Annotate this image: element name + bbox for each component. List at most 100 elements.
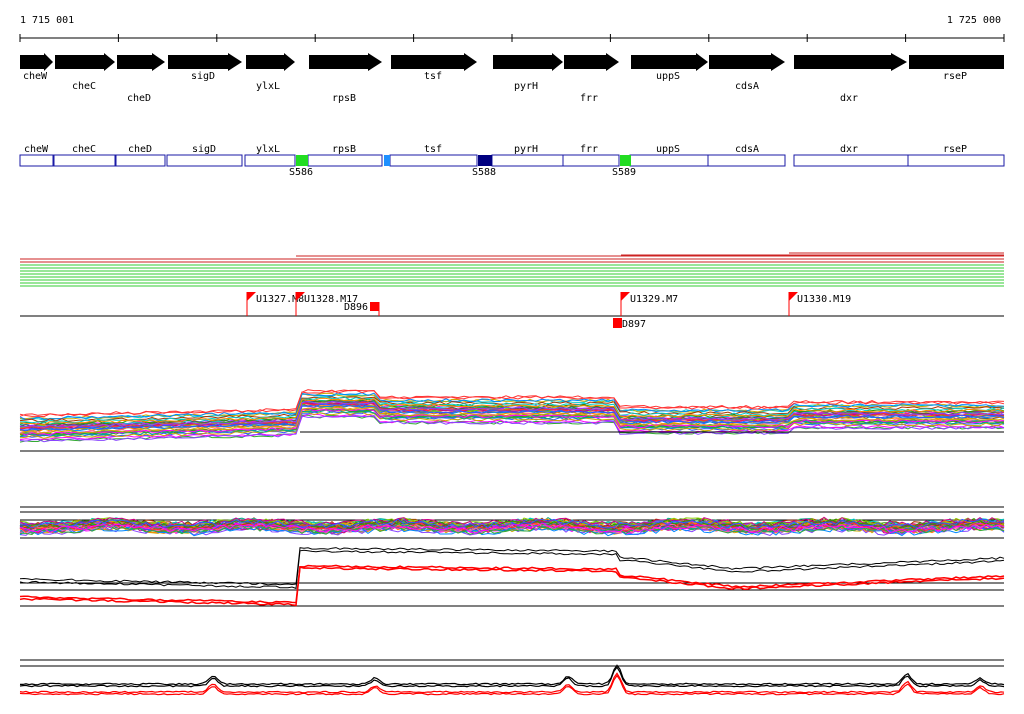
gene-arrow-upps[interactable] xyxy=(631,53,708,71)
gene-label-tsf: tsf xyxy=(424,71,442,82)
gene-box-label-dxr: dxr xyxy=(840,144,858,155)
gene-arrow-rsep[interactable] xyxy=(909,55,1004,69)
gene-label-dxr: dxr xyxy=(840,93,858,104)
gene-box-frr[interactable] xyxy=(562,154,620,167)
overview-lines-track xyxy=(20,252,1004,287)
expression-line xyxy=(19,396,1005,423)
gene-arrow-pyrh[interactable] xyxy=(493,53,563,71)
feature-label-d897: D897 xyxy=(622,319,646,330)
segment-label-s589: S589 xyxy=(612,167,636,178)
expression-line xyxy=(19,406,1005,435)
gene-label-cdsa: cdsA xyxy=(735,81,759,92)
gene-box-rsep[interactable] xyxy=(907,154,1005,167)
gene-box-track: cheW cheC cheD sigD ylxL rpsB tsf pyrH f… xyxy=(19,144,1005,178)
gene-arrow-sigd[interactable] xyxy=(168,53,242,71)
gene-box-ched[interactable] xyxy=(115,154,166,167)
segment-box-s586[interactable] xyxy=(296,155,308,166)
coordinate-ruler: 1 715 001 1 725 000 xyxy=(19,15,1005,42)
gene-box-dxr[interactable] xyxy=(793,154,909,167)
segment-box-s588[interactable] xyxy=(478,155,492,166)
gene-arrow-cdsa[interactable] xyxy=(709,53,785,71)
expression-line xyxy=(19,403,1005,432)
expression-line xyxy=(19,566,1005,607)
expression-line xyxy=(19,415,1005,443)
gene-box-rpsb[interactable] xyxy=(307,154,383,167)
segment-box-s589[interactable] xyxy=(620,155,631,166)
expression-line xyxy=(19,398,1005,425)
gene-box-label-chec: cheC xyxy=(72,144,96,155)
gene-arrow-chew[interactable] xyxy=(20,53,53,71)
gene-arrow-rpsb[interactable] xyxy=(309,53,382,71)
feature-marker-track: U1327.M8 U1328.M17 D896 U1329.M7 U1330.M… xyxy=(20,292,1004,330)
gene-box-ylxl[interactable] xyxy=(244,154,296,167)
gene-arrow-ylxl[interactable] xyxy=(246,53,295,71)
gene-label-frr: frr xyxy=(580,93,598,104)
expression-line xyxy=(19,522,1005,534)
gene-label-upps: uppS xyxy=(656,71,680,82)
expression-line xyxy=(19,396,1005,424)
gene-arrow-track: cheW cheC cheD sigD ylxL rpsB tsf pyrH f… xyxy=(20,53,1004,104)
gene-box-chec[interactable] xyxy=(53,154,116,167)
feature-label-u1327: U1327.M8 xyxy=(256,294,304,305)
expression-line xyxy=(19,524,1005,536)
gene-box-label-tsf: tsf xyxy=(424,144,442,155)
gene-box-label-pyrh: pyrH xyxy=(514,144,538,155)
expression-track-3 xyxy=(19,547,1005,607)
feature-label-u1329: U1329.M7 xyxy=(630,294,678,305)
expression-line xyxy=(19,389,1005,418)
gene-label-ched: cheD xyxy=(127,93,151,104)
gene-box-tsf[interactable] xyxy=(389,154,478,167)
ruler-end-label: 1 725 000 xyxy=(947,15,1001,26)
segment-label-s588: S588 xyxy=(472,167,496,178)
expression-track-1 xyxy=(19,389,1005,452)
gene-box-upps[interactable] xyxy=(629,154,709,167)
expression-line xyxy=(19,564,1005,604)
feature-label-u1330: U1330.M19 xyxy=(797,294,851,305)
segment-box-small[interactable] xyxy=(384,155,390,166)
gene-label-ylxl: ylxL xyxy=(256,81,280,92)
expression-track-4 xyxy=(19,659,1005,696)
gene-box-chew[interactable] xyxy=(19,154,54,167)
gene-arrow-frr[interactable] xyxy=(564,53,619,71)
gene-label-rpsb: rpsB xyxy=(332,93,356,104)
feature-block-d896[interactable] xyxy=(370,302,379,311)
gene-label-sigd: sigD xyxy=(191,71,215,82)
feature-flag-u1328[interactable] xyxy=(296,292,305,301)
gene-box-label-cdsa: cdsA xyxy=(735,144,759,155)
gene-label-chec: cheC xyxy=(72,81,96,92)
gene-box-label-ylxl: ylxL xyxy=(256,144,280,155)
expression-track-2 xyxy=(19,506,1005,539)
feature-label-u1328: U1328.M17 xyxy=(304,294,358,305)
feature-flag-u1330[interactable] xyxy=(789,292,798,301)
gene-box-label-rsep: rseP xyxy=(943,144,967,155)
feature-block-d897[interactable] xyxy=(613,318,622,328)
gene-box-label-sigd: sigD xyxy=(192,144,216,155)
expression-line xyxy=(19,519,1005,531)
expression-line xyxy=(19,400,1005,428)
gene-box-pyrh[interactable] xyxy=(491,154,564,167)
gene-box-sigd[interactable] xyxy=(166,154,243,167)
expression-line xyxy=(20,664,1005,686)
expression-line xyxy=(19,518,1005,530)
gene-box-label-upps: uppS xyxy=(656,144,680,155)
ruler-ticks xyxy=(19,34,1005,42)
gene-arrow-ched[interactable] xyxy=(117,53,165,71)
expression-line xyxy=(19,547,1005,586)
gene-box-cdsa[interactable] xyxy=(707,154,786,167)
expression-line xyxy=(19,518,1005,530)
expression-line xyxy=(19,516,1005,528)
gene-label-chew: cheW xyxy=(23,71,48,82)
gene-arrow-tsf[interactable] xyxy=(391,53,477,71)
feature-flag-u1329[interactable] xyxy=(621,292,630,301)
feature-flag-u1327[interactable] xyxy=(247,292,256,301)
gene-box-label-rpsb: rpsB xyxy=(332,144,356,155)
gene-arrow-chec[interactable] xyxy=(55,53,115,71)
gene-box-label-frr: frr xyxy=(580,144,598,155)
gene-box-label-ched: cheD xyxy=(128,144,152,155)
expression-line xyxy=(19,672,1005,694)
expression-line xyxy=(19,392,1005,421)
expression-line xyxy=(19,666,1005,688)
feature-label-d896: D896 xyxy=(344,302,368,313)
gene-arrow-dxr[interactable] xyxy=(794,53,907,71)
